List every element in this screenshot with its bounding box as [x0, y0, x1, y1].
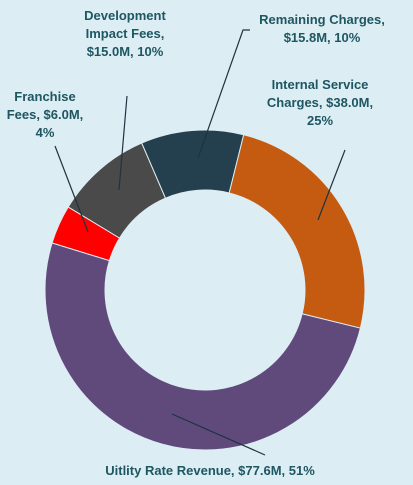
leader-line: [54, 145, 89, 233]
leader-line: [317, 149, 346, 221]
data-label: Remaining Charges, $15.8M, 10%: [259, 12, 385, 45]
data-label: Internal Service Charges, $38.0M, 25%: [266, 77, 374, 128]
data-label: Development Impact Fees, $15.0M, 10%: [84, 8, 166, 59]
leader-line: [171, 413, 266, 456]
data-label: Uitlity Rate Revenue, $77.6M, 51%: [105, 463, 315, 478]
slice: [67, 142, 167, 239]
data-label: Franchise Fees, $6.0M, 4%: [6, 89, 84, 140]
slice: [44, 242, 362, 451]
leader-line: [118, 95, 128, 191]
leader-line: [197, 29, 250, 159]
slice: [51, 206, 121, 262]
slice: [228, 134, 366, 329]
